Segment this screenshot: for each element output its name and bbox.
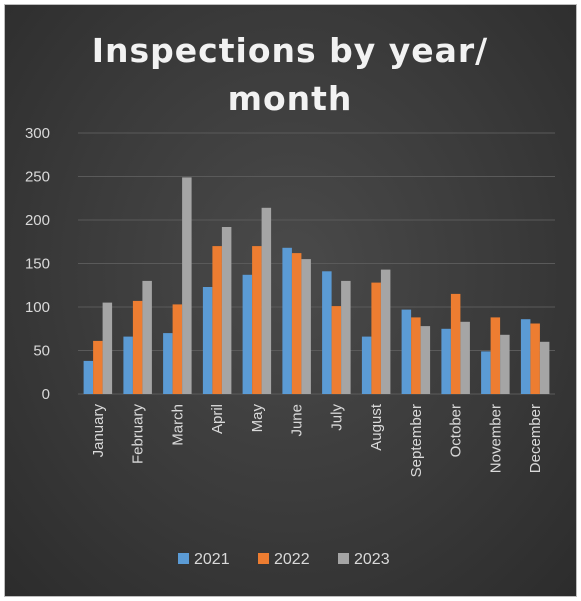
bar-2021-may (242, 274, 253, 394)
y-tick-label: 100 (25, 299, 50, 316)
bar-2022-january (93, 340, 103, 394)
x-tick-label: February (130, 404, 147, 465)
bar-2022-november (490, 317, 501, 394)
bar-2023-june (301, 259, 311, 394)
x-tick-label: September (408, 404, 425, 477)
bar-2021-march (163, 333, 173, 394)
bar-2023-october (460, 321, 470, 394)
x-tick-label: July (328, 404, 345, 431)
bar-2021-september (401, 309, 412, 394)
bar-2021-august (361, 336, 372, 394)
x-tick-label: October (448, 404, 465, 457)
gridlines (78, 132, 555, 395)
y-tick-label: 0 (42, 386, 50, 403)
y-tick-label: 300 (25, 125, 50, 142)
bar-2022-august (371, 282, 381, 394)
bar-2023-december (539, 341, 550, 394)
x-tick-label: May (249, 404, 266, 433)
y-tick-label: 250 (25, 169, 50, 186)
chart-title-line-1: Inspections by year/ (92, 31, 488, 70)
legend-swatch-2023 (338, 553, 349, 564)
bar-2022-december (530, 323, 540, 394)
bar-2021-november (481, 351, 491, 394)
bar-2022-may (252, 246, 262, 394)
legend-label-2022: 2022 (274, 551, 310, 568)
bar-2021-january (83, 360, 94, 394)
bar-2023-april (221, 227, 232, 394)
bar-2023-january (102, 302, 113, 394)
y-axis-ticks: 0 50 100 150 200 250 300 (25, 125, 50, 403)
bar-2021-october (441, 328, 451, 395)
legend-label-2021: 2021 (194, 551, 230, 568)
bar-2022-march (172, 304, 183, 394)
bar-2021-june (282, 247, 292, 394)
bar-2023-august (380, 269, 391, 394)
x-tick-label: August (368, 403, 385, 451)
legend-label-2023: 2023 (354, 551, 390, 568)
bars (83, 177, 550, 395)
x-tick-label: June (289, 404, 306, 437)
bar-2022-september (411, 317, 421, 394)
bar-2021-february (123, 336, 133, 394)
legend-swatch-2021 (178, 553, 189, 564)
legend: 2021 2022 2023 (178, 551, 390, 568)
bar-2023-march (182, 177, 192, 394)
bar-2021-december (520, 319, 531, 394)
chart-title-line-2: month (228, 79, 353, 118)
bar-2023-july (341, 280, 351, 394)
y-tick-label: 50 (33, 343, 50, 360)
legend-swatch-2022 (258, 553, 269, 564)
bar-2023-november (500, 334, 510, 394)
bar-2022-october (450, 293, 461, 394)
x-axis-labels: January February March April May June July Augu… (90, 403, 544, 477)
bar-2022-july (331, 306, 342, 394)
y-tick-label: 150 (25, 256, 50, 273)
bar-2023-february (142, 280, 152, 394)
bar-2022-february (132, 300, 143, 394)
y-tick-label: 200 (25, 212, 50, 229)
bar-2022-june (291, 253, 302, 394)
x-tick-label: January (90, 404, 107, 458)
bar-2021-july (322, 271, 332, 394)
x-tick-label: December (527, 404, 544, 473)
bar-2021-april (202, 287, 213, 394)
bar-2023-september (420, 326, 431, 394)
bar-2023-may (261, 207, 272, 394)
x-tick-label: March (169, 404, 186, 446)
x-tick-label: November (487, 404, 504, 473)
bar-2022-april (212, 246, 222, 394)
x-tick-label: April (209, 404, 226, 434)
